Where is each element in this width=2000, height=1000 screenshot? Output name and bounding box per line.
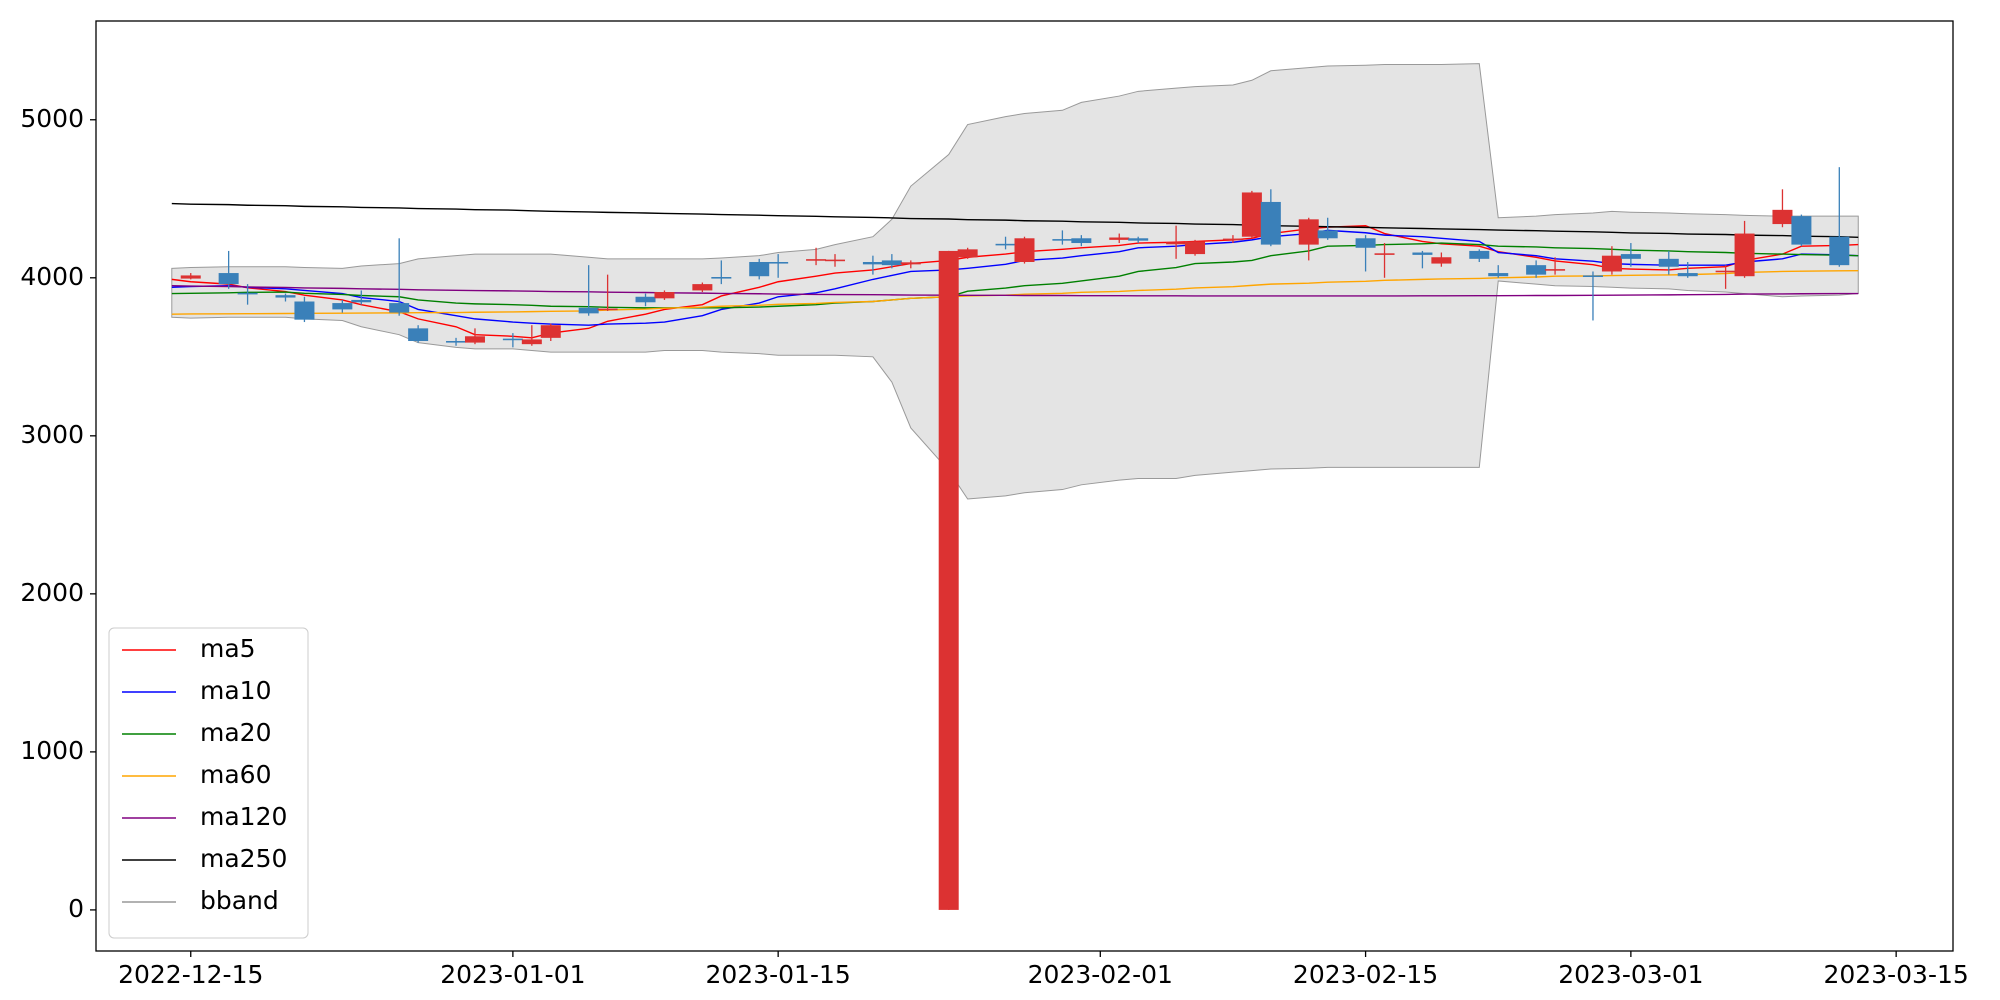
candle-body [1412, 252, 1433, 255]
ma-line [171, 202, 1859, 239]
candle-body [1791, 216, 1812, 245]
x-tick-label: 2023-01-15 [706, 960, 851, 989]
candle-body [351, 299, 372, 303]
x-tick-label: 2022-12-15 [118, 960, 263, 989]
candle-body [900, 262, 921, 265]
candle-body [502, 338, 523, 341]
candle-body [1772, 209, 1793, 225]
legend-label: bband [200, 886, 279, 915]
candle-body [1715, 270, 1736, 273]
candle-body [521, 339, 542, 345]
candle-body [1526, 265, 1547, 275]
candle-body [635, 296, 656, 303]
candle-body [1355, 238, 1376, 248]
candle-body [1620, 254, 1641, 259]
candle-body [749, 261, 770, 277]
candle-body [1222, 238, 1243, 241]
candle-body [1317, 230, 1338, 239]
legend-label: ma5 [200, 634, 256, 663]
candle-body [1298, 219, 1319, 245]
candle-body [1469, 250, 1490, 259]
legend-label: ma120 [200, 802, 287, 831]
legend-label: ma60 [200, 760, 271, 789]
candle-body [218, 273, 239, 285]
candle-body [446, 341, 467, 343]
candle-body [597, 308, 618, 311]
legend: ma5 ma10 ma20 ma60 ma120 ma250 bband [108, 627, 309, 939]
candle-body [825, 259, 846, 262]
plot-area [171, 63, 1859, 910]
y-tick-label: 3000 [20, 420, 84, 449]
x-tick-label: 2023-03-01 [1558, 960, 1703, 989]
candle-body [180, 275, 201, 279]
candle-body [1260, 201, 1281, 245]
y-tick-label: 1000 [20, 736, 84, 765]
candle-body [1166, 242, 1187, 245]
candle-body [1734, 233, 1755, 277]
y-tick-label: 0 [68, 894, 84, 923]
axes-frame [95, 20, 1954, 952]
candle-body [806, 259, 827, 261]
candle-body [1545, 269, 1566, 271]
ma-line [171, 242, 1859, 309]
candle-body [1374, 253, 1395, 255]
candle-body [1677, 273, 1698, 277]
candle-body [1071, 238, 1092, 244]
candle-body [1601, 255, 1622, 272]
candle-body [275, 295, 296, 298]
candle-body [1109, 237, 1130, 240]
y-tick-label: 4000 [20, 262, 84, 291]
x-tick-label: 2023-02-01 [1028, 960, 1173, 989]
candle-body [408, 328, 429, 342]
x-tick-label: 2023-02-15 [1293, 960, 1438, 989]
legend-label: ma20 [200, 718, 271, 747]
candle-body [540, 325, 561, 338]
x-tick-label: 2023-01-01 [440, 960, 585, 989]
ma-line [171, 229, 1859, 326]
candle-body [1582, 275, 1603, 278]
candle-body [862, 261, 883, 265]
legend-label: ma10 [200, 676, 271, 705]
ma-line [171, 284, 1859, 297]
candle-body [332, 303, 353, 310]
candle-body [1014, 238, 1035, 262]
candle-body [578, 307, 599, 314]
y-tick-label: 2000 [20, 578, 84, 607]
candle-body [938, 250, 959, 910]
candle-body [1128, 238, 1149, 241]
candle-body [1241, 192, 1262, 237]
candle-body [1185, 241, 1206, 255]
candle-body [1829, 236, 1850, 266]
candle-body [654, 292, 675, 299]
axes: 0 1000 2000 3000 4000 5000 2022-12-15 2023-01-0… [20, 104, 1968, 989]
candle-body [294, 301, 315, 320]
y-tick-label: 5000 [20, 104, 84, 133]
candle-body [464, 336, 485, 343]
candle-body [1488, 273, 1509, 277]
candle-body [881, 260, 902, 266]
x-tick-label: 2023-03-15 [1824, 960, 1969, 989]
candle-body [1658, 258, 1679, 267]
candle-body [1052, 239, 1073, 241]
candle-body [957, 249, 978, 258]
candle-body [1431, 257, 1452, 264]
candle-body [389, 303, 410, 313]
legend-label: ma250 [200, 844, 287, 873]
candle-body [237, 292, 258, 295]
candle-body [768, 261, 789, 264]
candle-body [995, 243, 1016, 246]
candle-body [692, 284, 713, 291]
candle-body [711, 277, 732, 279]
